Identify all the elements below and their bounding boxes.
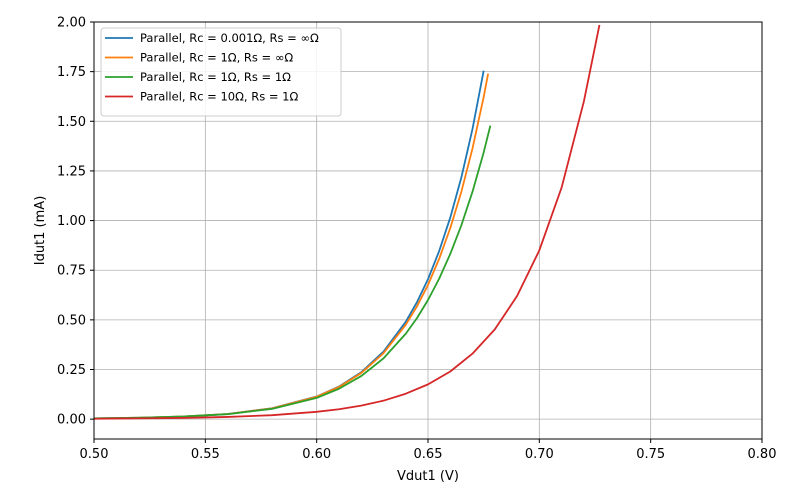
y-tick-label: 1.00: [57, 214, 86, 229]
series-line-3: [94, 24, 601, 420]
y-tick-label: 1.50: [57, 115, 86, 130]
legend-entry: Parallel, Rc = 10Ω, Rs = 1Ω: [140, 90, 298, 104]
series-line-2: [94, 125, 492, 420]
y-axis-label: Idut1 (mA): [33, 196, 48, 266]
x-tick-label: 0.60: [302, 447, 331, 462]
y-tick-label: 0.25: [57, 363, 86, 378]
y-tick-label: 0.75: [57, 264, 86, 279]
series-line-1: [94, 73, 490, 420]
y-tick-label: 0.50: [57, 313, 86, 328]
x-tick-label: 0.55: [191, 447, 220, 462]
y-tick-label: 0.00: [57, 413, 86, 428]
x-axis-label: Vdut1 (V): [397, 469, 459, 484]
legend-entry: Parallel, Rc = 1Ω, Rs = 1Ω: [140, 70, 291, 84]
axes: 0.50 0.55 0.60 0.65 0.70 0.75 0.80 0.00 0.25 0.50…: [57, 16, 776, 463]
x-tick-label: 0.65: [414, 447, 443, 462]
legend-entry: Parallel, Rc = 1Ω, Rs = ∞Ω: [140, 51, 293, 65]
grid: [93, 21, 763, 439]
y-tick-label: 2.00: [57, 16, 86, 31]
y-tick-label: 1.25: [57, 164, 86, 179]
series-line-0: [94, 70, 485, 420]
x-tick-label: 0.70: [525, 447, 554, 462]
series-lines: [94, 24, 601, 420]
x-tick-label: 0.80: [748, 447, 777, 462]
y-tick-label: 1.75: [57, 65, 86, 80]
x-tick-label: 0.75: [636, 447, 665, 462]
x-tick-label: 0.50: [80, 447, 109, 462]
legend: Parallel, Rc = 0.001Ω, Rs = ∞Ω Parallel, …: [100, 27, 342, 117]
legend-box: [100, 27, 342, 117]
legend-entry: Parallel, Rc = 0.001Ω, Rs = ∞Ω: [140, 31, 319, 45]
